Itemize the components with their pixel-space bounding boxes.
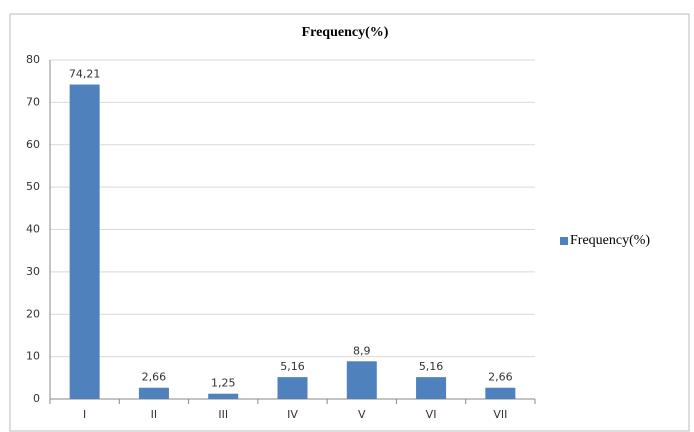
y-tick-label: 60 bbox=[26, 138, 40, 151]
data-label: 2,66 bbox=[142, 371, 167, 384]
y-tick-label: 0 bbox=[33, 392, 40, 405]
chart-title: Frequency(%) bbox=[302, 25, 389, 40]
x-tick-label: VI bbox=[426, 408, 437, 421]
data-label: 2,66 bbox=[488, 371, 513, 384]
x-tick-label: VII bbox=[493, 408, 507, 421]
bar bbox=[138, 387, 169, 399]
y-tick-label: 80 bbox=[26, 53, 40, 66]
y-tick-label: 20 bbox=[26, 307, 40, 320]
legend-swatch bbox=[560, 237, 568, 245]
x-tick-label: II bbox=[151, 408, 158, 421]
x-tick-label: III bbox=[218, 408, 228, 421]
data-label: 8,9 bbox=[353, 344, 371, 357]
legend-label: Frequency(%) bbox=[570, 233, 650, 248]
bar bbox=[277, 377, 308, 399]
x-tick-label: I bbox=[83, 408, 86, 421]
data-label: 5,16 bbox=[419, 360, 444, 373]
bar bbox=[485, 387, 516, 399]
bar bbox=[416, 377, 447, 399]
bar bbox=[208, 393, 239, 399]
x-tick-label: IV bbox=[287, 408, 298, 421]
bar bbox=[346, 361, 377, 399]
data-label: 5,16 bbox=[280, 360, 305, 373]
bar bbox=[69, 84, 100, 399]
y-tick-label: 50 bbox=[26, 180, 40, 193]
data-label: 1,25 bbox=[211, 377, 236, 390]
y-tick-label: 40 bbox=[26, 223, 40, 236]
y-tick-label: 70 bbox=[26, 95, 40, 108]
data-label: 74,21 bbox=[69, 68, 101, 81]
y-tick-label: 30 bbox=[26, 265, 40, 278]
y-tick-label: 10 bbox=[26, 350, 40, 363]
x-tick-label: V bbox=[358, 408, 366, 421]
